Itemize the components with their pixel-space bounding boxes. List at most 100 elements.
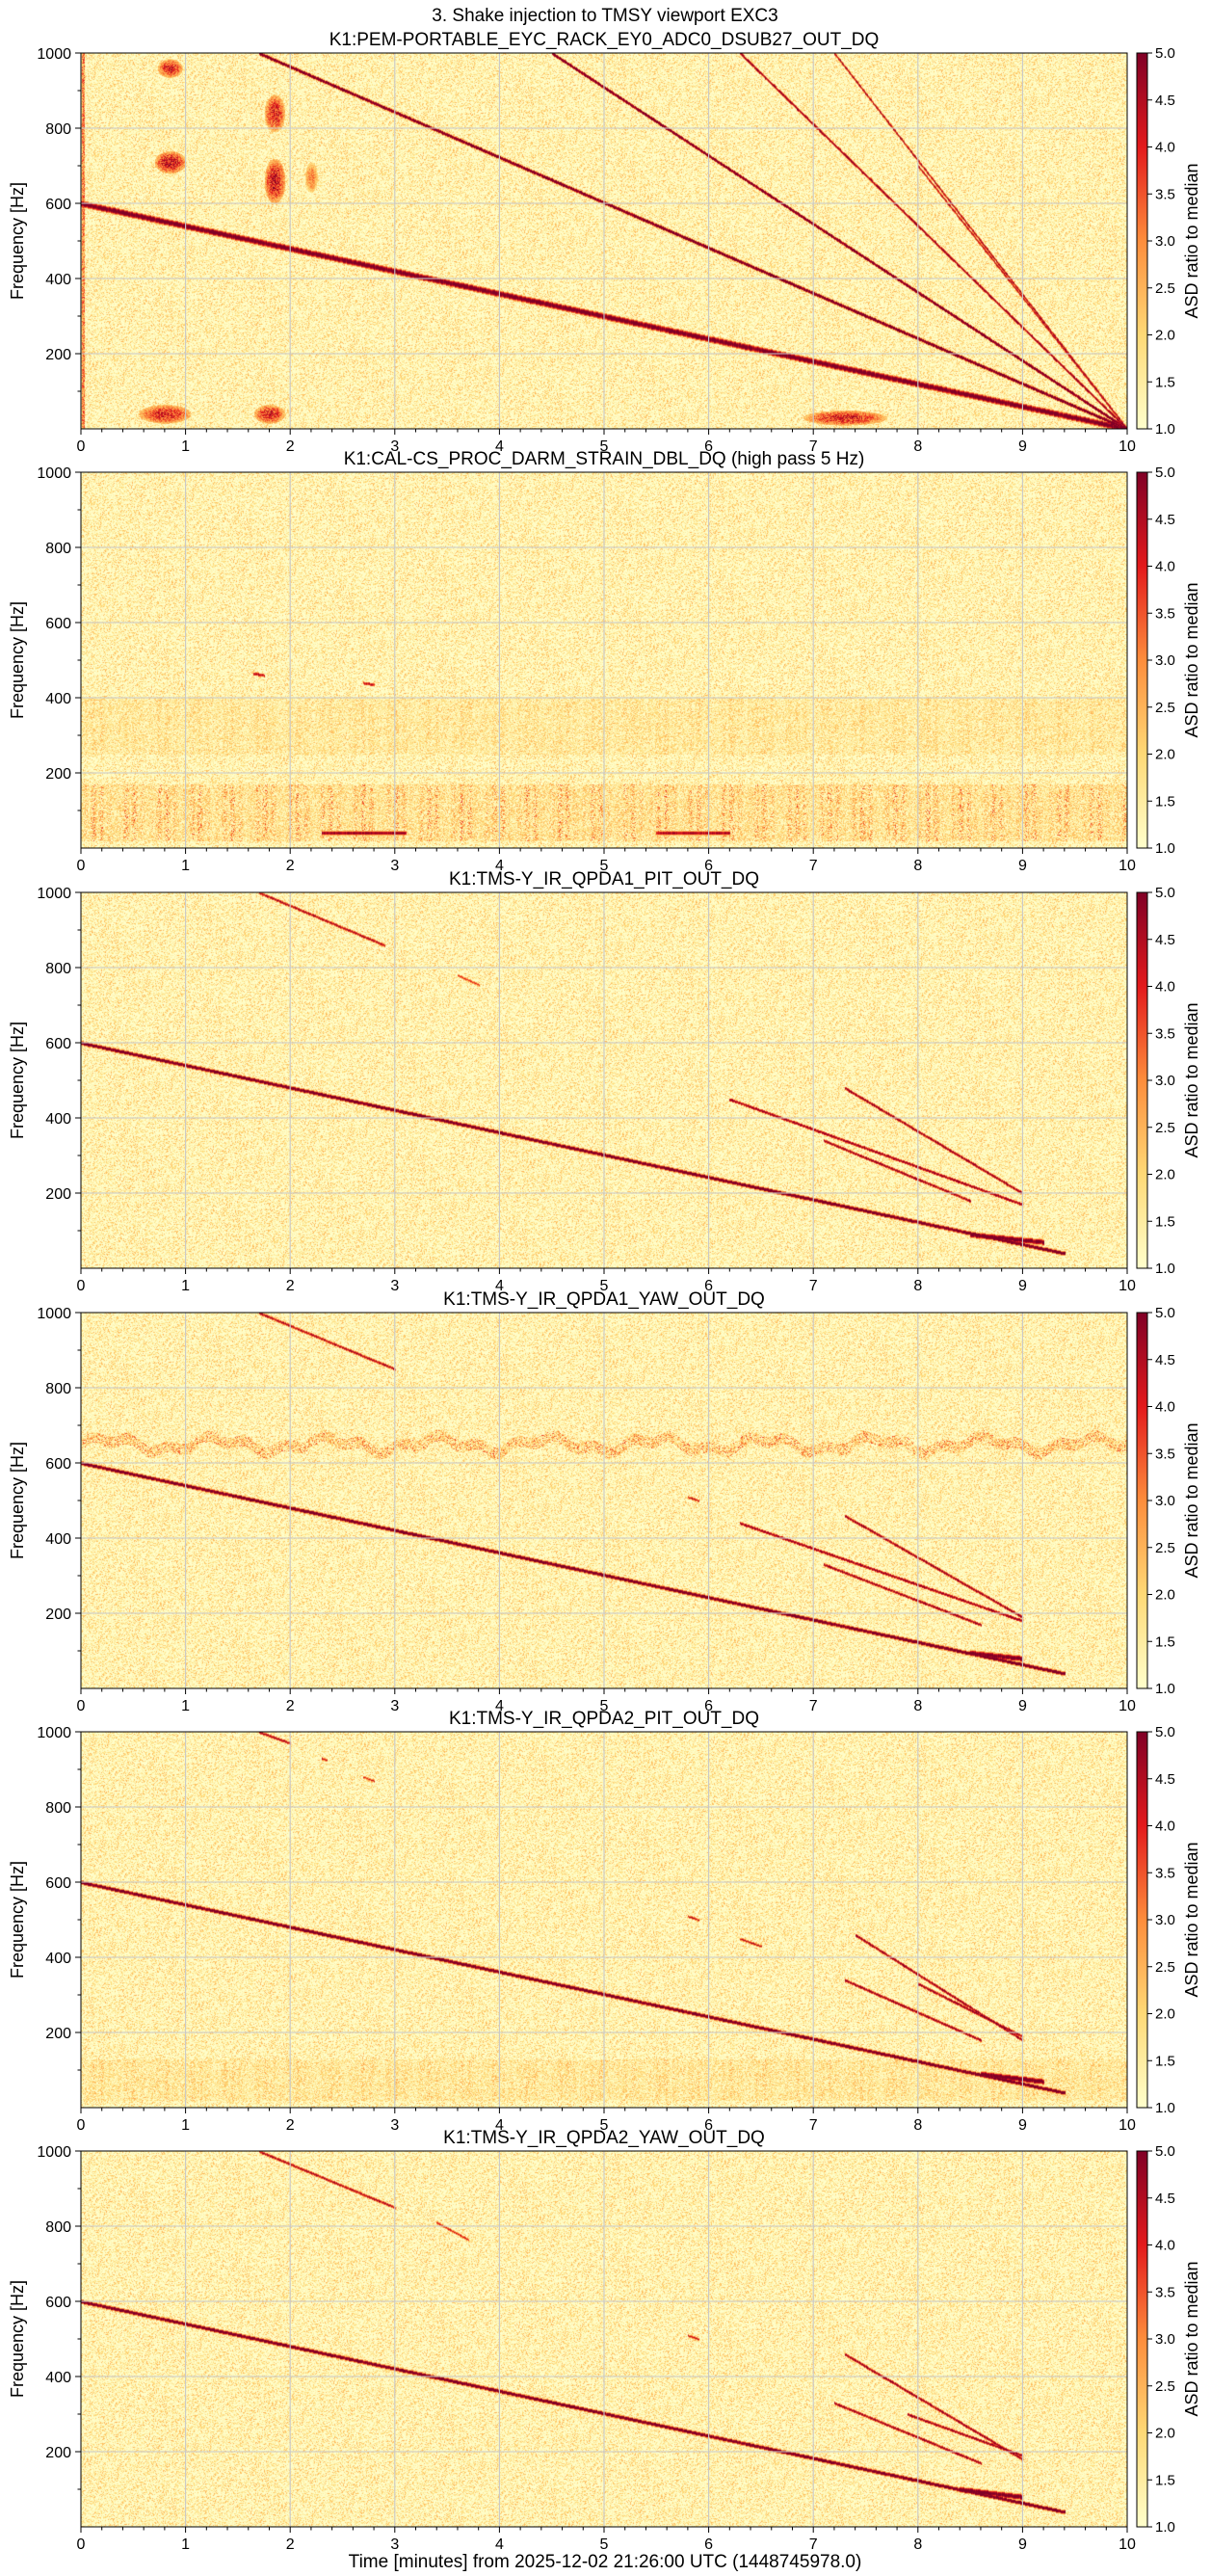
- colorbar-tick-label: 5.0: [1155, 1724, 1175, 1740]
- spectrogram-panel: K1:TMS-Y_IR_QPDA1_YAW_OUT_DQ 0 1 2 3 4 5 6 7 8 9 10…: [8, 1289, 1201, 1714]
- x-tick-label: 1: [181, 1278, 190, 1294]
- colorbar-tick-label: 1.0: [1155, 2100, 1175, 2116]
- x-tick-label: 4: [495, 1698, 504, 1714]
- x-tick-label: 8: [913, 858, 922, 874]
- y-axis-label: Frequency [Hz]: [8, 1442, 27, 1559]
- y-tick-label: 800: [45, 961, 71, 977]
- spectrogram-panel: K1:TMS-Y_IR_QPDA2_PIT_OUT_DQ 0 1 2 3 4 5 6 7 8 9 10…: [8, 1709, 1201, 2134]
- x-tick-label: 5: [600, 2536, 609, 2553]
- colorbar-label: ASD ratio to median: [1182, 1002, 1201, 1157]
- x-tick-label: 2: [286, 858, 295, 874]
- y-tick-label: 400: [45, 272, 71, 288]
- x-tick-label: 6: [704, 438, 713, 455]
- x-tick-label: 2: [286, 1278, 295, 1294]
- y-tick-label: 800: [45, 1800, 71, 1817]
- colorbar-tick-label: 4.5: [1155, 932, 1175, 948]
- x-tick-label: 9: [1018, 858, 1027, 874]
- colorbar-tick-label: 4.0: [1155, 1819, 1175, 1835]
- x-tick-label: 9: [1018, 438, 1027, 455]
- x-tick-label: 2: [286, 2117, 295, 2134]
- colorbar-label: ASD ratio to median: [1182, 163, 1201, 318]
- y-tick-label: 400: [45, 2370, 71, 2386]
- colorbar-tick-label: 4.0: [1155, 140, 1175, 156]
- y-tick-label: 800: [45, 121, 71, 138]
- colorbar-tick-label: 1.0: [1155, 840, 1175, 857]
- y-tick-label: 200: [45, 347, 71, 363]
- colorbar-tick-label: 2.0: [1155, 747, 1175, 763]
- y-axis-label: Frequency [Hz]: [8, 601, 27, 719]
- x-tick-label: 0: [77, 1698, 86, 1714]
- x-tick-label: 8: [913, 2117, 922, 2134]
- x-tick-label: 6: [704, 1278, 713, 1294]
- colorbar-tick-label: 2.5: [1155, 280, 1175, 297]
- x-tick-label: 10: [1119, 1698, 1136, 1714]
- colorbar-tick-label: 2.5: [1155, 1959, 1175, 1976]
- colorbar-tick-label: 3.0: [1155, 1073, 1175, 1089]
- x-tick-label: 7: [809, 2536, 818, 2553]
- colorbar-tick-label: 1.5: [1155, 374, 1175, 390]
- y-tick-label: 1000: [37, 1725, 71, 1741]
- colorbar-tick-label: 1.0: [1155, 2519, 1175, 2536]
- colorbar-tick-label: 3.5: [1155, 2284, 1175, 2300]
- y-tick-label: 600: [45, 1036, 71, 1052]
- x-tick-label: 9: [1018, 2536, 1027, 2553]
- colorbar: [1136, 2150, 1148, 2528]
- y-tick-label: 1000: [37, 1306, 71, 1322]
- colorbar-tick-label: 1.5: [1155, 2472, 1175, 2488]
- x-tick-label: 10: [1119, 1278, 1136, 1294]
- x-tick-label: 8: [913, 1698, 922, 1714]
- colorbar-tick-label: 2.5: [1155, 2378, 1175, 2395]
- colorbar-tick-label: 1.5: [1155, 1213, 1175, 1230]
- x-tick-label: 5: [600, 1698, 609, 1714]
- spectrogram-panel: K1:TMS-Y_IR_QPDA2_YAW_OUT_DQ 0 1 2 3 4 5 6 7 8 9 10…: [8, 2128, 1201, 2553]
- x-tick-label: 10: [1119, 438, 1136, 455]
- colorbar-tick-label: 2.5: [1155, 1540, 1175, 1556]
- colorbar-tick-label: 1.5: [1155, 2053, 1175, 2069]
- x-tick-label: 7: [809, 1698, 818, 1714]
- x-tick-label: 4: [495, 1278, 504, 1294]
- x-tick-label: 1: [181, 438, 190, 455]
- colorbar-tick-label: 3.0: [1155, 1912, 1175, 1928]
- colorbar: [1136, 891, 1148, 1269]
- colorbar-tick-label: 1.0: [1155, 1681, 1175, 1697]
- spectrogram-panel: K1:TMS-Y_IR_QPDA1_PIT_OUT_DQ 0 1 2 3 4 5 6 7 8 9 10…: [8, 869, 1201, 1294]
- y-tick-label: 400: [45, 1951, 71, 1967]
- x-tick-label: 7: [809, 438, 818, 455]
- x-tick-label: 2: [286, 2536, 295, 2553]
- colorbar-tick-label: 4.0: [1155, 559, 1175, 575]
- panel-title: K1:PEM-PORTABLE_EYC_RACK_EY0_ADC0_DSUB27…: [329, 30, 880, 50]
- x-tick-label: 3: [390, 2536, 399, 2553]
- x-tick-label: 6: [704, 1698, 713, 1714]
- panel-title: K1:TMS-Y_IR_QPDA2_PIT_OUT_DQ: [449, 1709, 759, 1729]
- x-tick-label: 1: [181, 2536, 190, 2553]
- colorbar-tick-label: 2.0: [1155, 2426, 1175, 2442]
- panel-title: K1:TMS-Y_IR_QPDA2_YAW_OUT_DQ: [443, 2128, 765, 2148]
- colorbar-label: ASD ratio to median: [1182, 1842, 1201, 1997]
- colorbar-tick-label: 2.5: [1155, 1120, 1175, 1136]
- y-axis-label: Frequency [Hz]: [8, 2280, 27, 2398]
- x-tick-label: 1: [181, 858, 190, 874]
- x-tick-label: 2: [286, 438, 295, 455]
- colorbar-tick-label: 5.0: [1155, 885, 1175, 901]
- x-tick-label: 5: [600, 438, 609, 455]
- panel-title: K1:TMS-Y_IR_QPDA1_YAW_OUT_DQ: [443, 1289, 765, 1310]
- colorbar-tick-label: 5.0: [1155, 2143, 1175, 2160]
- x-tick-label: 1: [181, 2117, 190, 2134]
- x-tick-label: 8: [913, 438, 922, 455]
- colorbar-tick-label: 2.5: [1155, 700, 1175, 716]
- y-tick-label: 800: [45, 541, 71, 557]
- x-tick-label: 10: [1119, 858, 1136, 874]
- x-tick-label: 8: [913, 2536, 922, 2553]
- y-tick-label: 600: [45, 197, 71, 213]
- y-tick-label: 400: [45, 1111, 71, 1128]
- colorbar-tick-label: 3.5: [1155, 1025, 1175, 1042]
- y-tick-label: 200: [45, 2445, 71, 2461]
- colorbar-tick-label: 2.0: [1155, 1587, 1175, 1604]
- colorbar-tick-label: 5.0: [1155, 1305, 1175, 1321]
- colorbar-tick-label: 3.5: [1155, 1446, 1175, 1462]
- panel-title: K1:TMS-Y_IR_QPDA1_PIT_OUT_DQ: [449, 869, 759, 890]
- y-tick-label: 200: [45, 766, 71, 783]
- colorbar-tick-label: 1.0: [1155, 1261, 1175, 1277]
- x-tick-label: 10: [1119, 2536, 1136, 2553]
- colorbar-tick-label: 2.0: [1155, 328, 1175, 344]
